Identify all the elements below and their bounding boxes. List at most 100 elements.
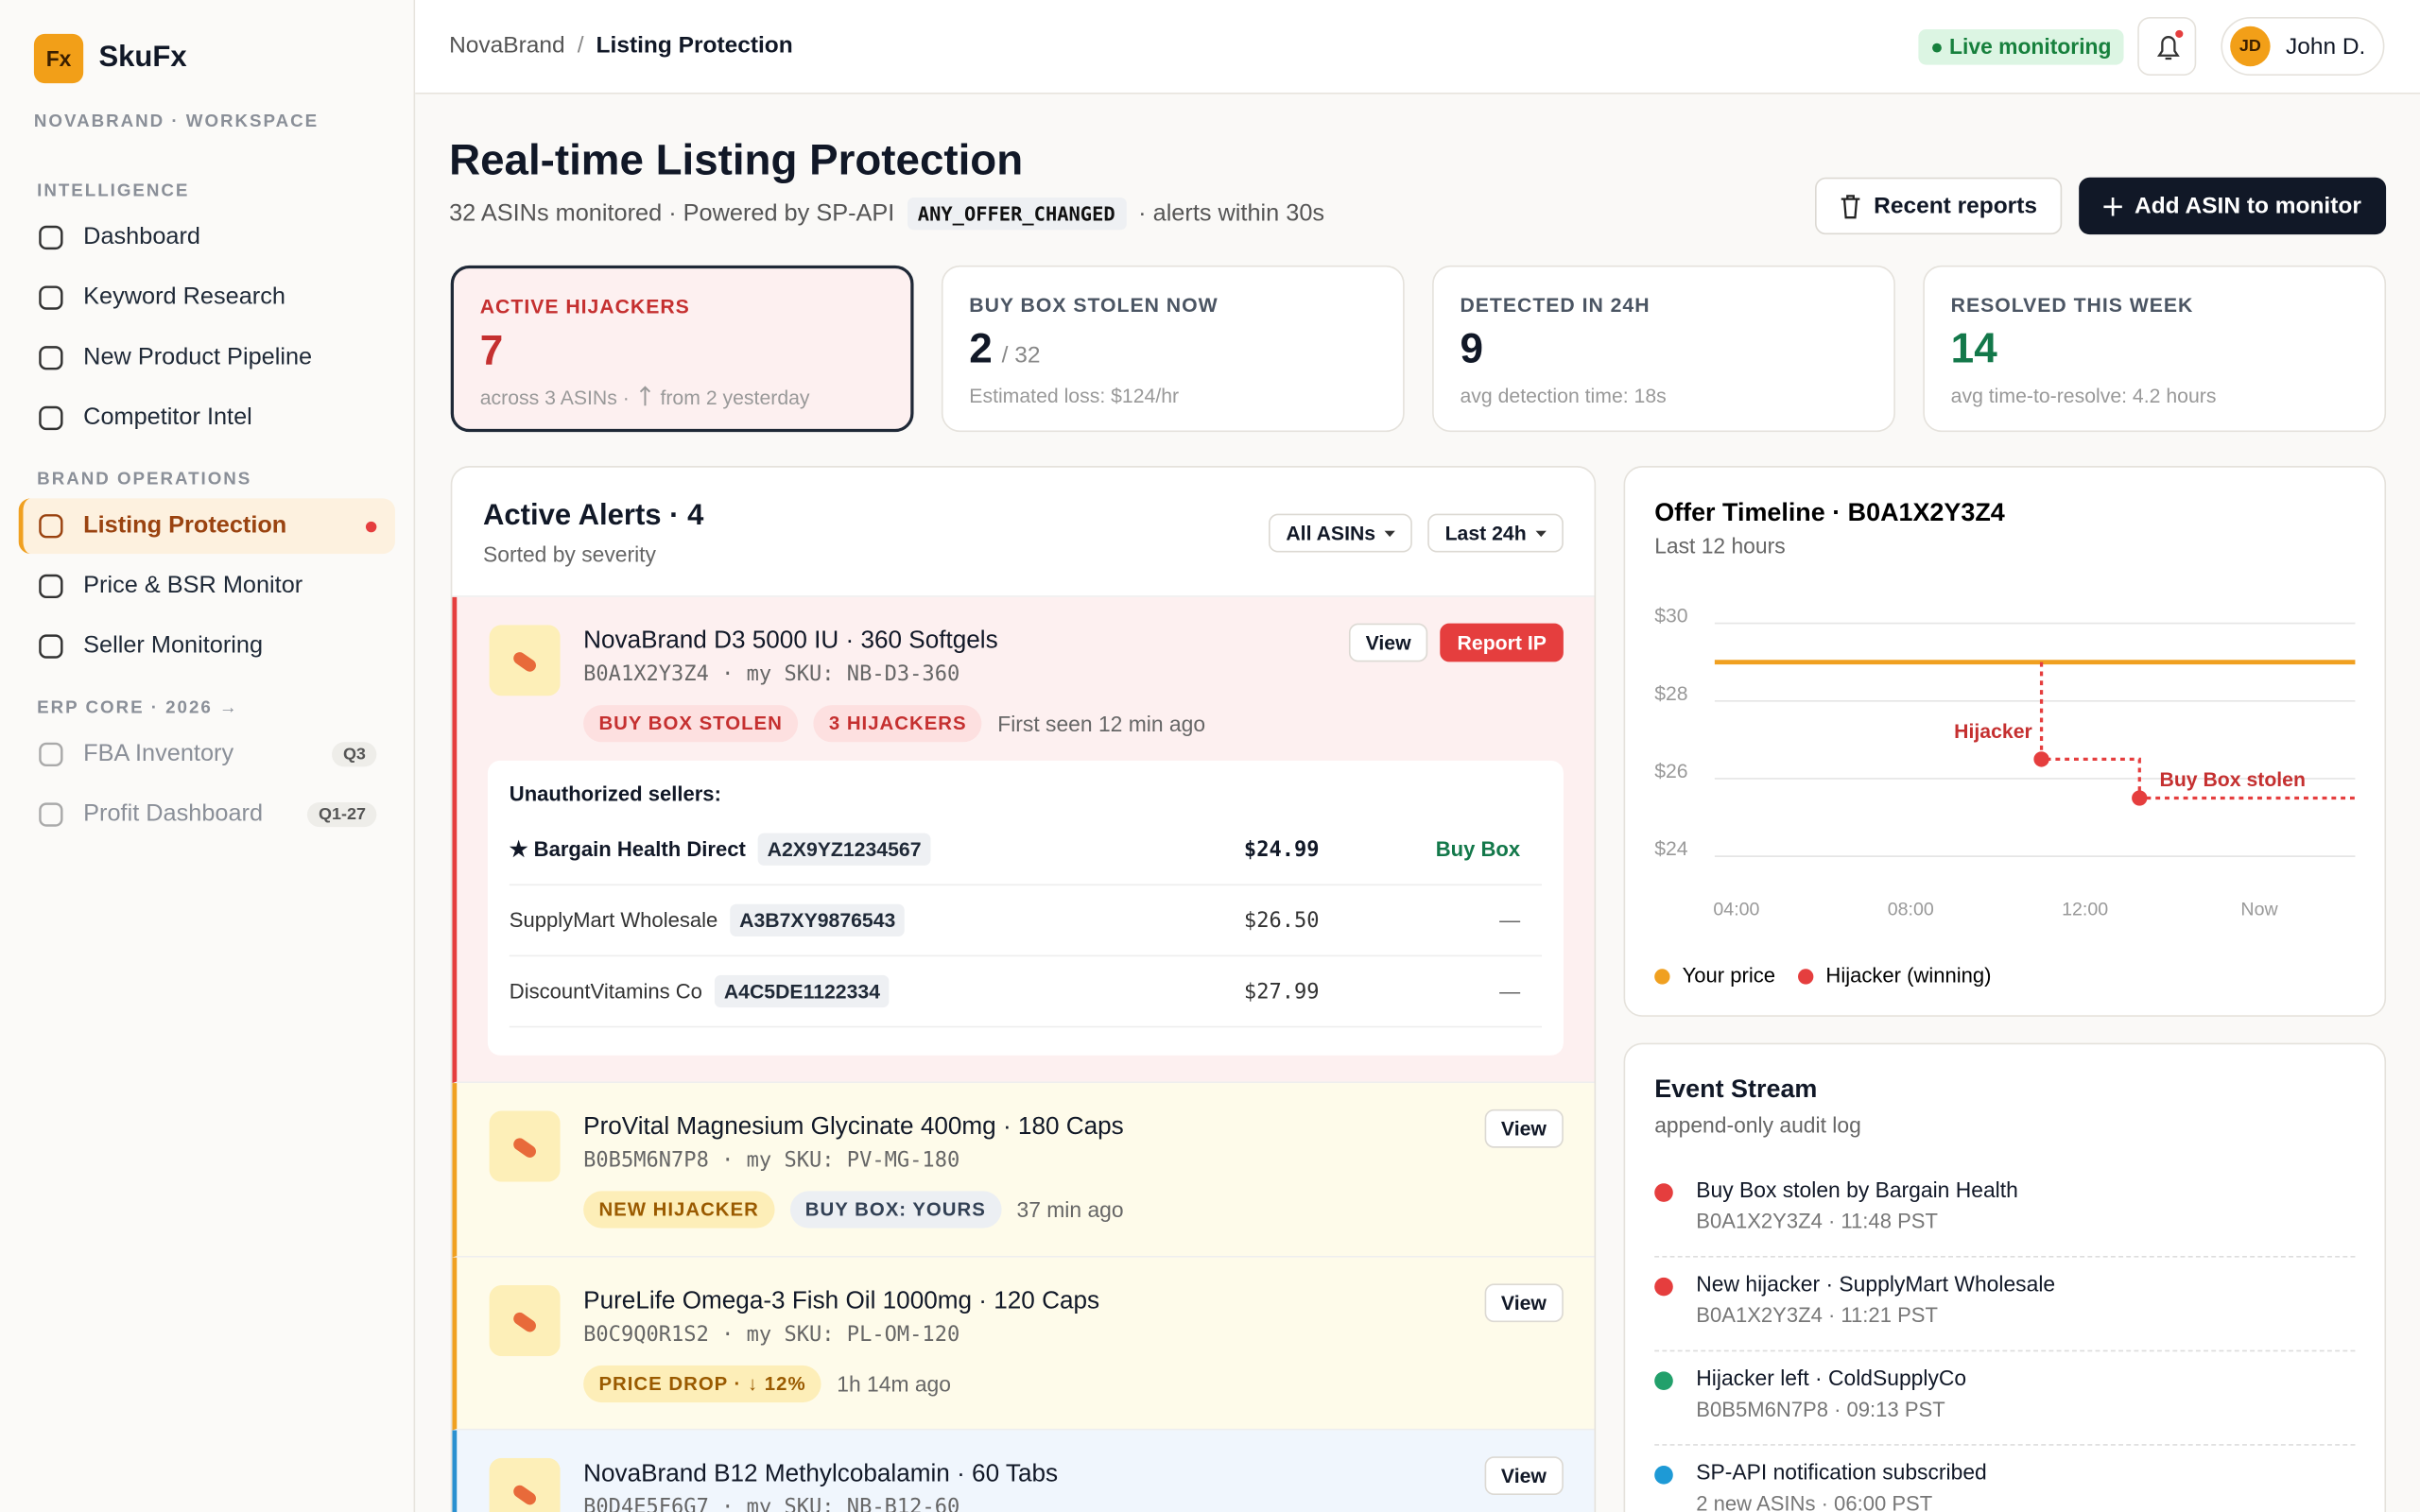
user-menu[interactable]: JD John D. [2221,16,2385,76]
point [2033,751,2049,767]
chart-title: Offer Timeline · B0A1X2Y3Z4 [1654,498,2005,526]
product-name: PureLife Omega-3 Fish Oil 1000mg · 120 C… [583,1288,1100,1315]
seller-id: A3B7XY9876543 [730,903,906,937]
nav-icon [39,514,63,539]
nav-icon [39,346,63,370]
tags: PRICE DROP · ↓ 12% 1h 14m ago [583,1365,951,1403]
point [2132,790,2148,806]
nav-icon [39,634,63,659]
alert: PureLife Omega-3 Fish Oil 1000mg · 120 C… [452,1257,1595,1431]
crumb[interactable]: NovaBrand [449,32,565,60]
product-meta: B0B5M6N7P8 · my SKU: PV-MG-180 [583,1147,960,1173]
alert: ProVital Magnesium Glycinate 400mg · 180… [452,1083,1595,1258]
nav-label: Dashboard [83,223,200,250]
user-name: John D. [2285,33,2366,60]
seller-status: — [1499,908,1521,933]
product-meta: B0C9Q0R1S2 · my SKU: PL-OM-120 [583,1322,960,1348]
x-tick-label: 08:00 [1888,899,1934,919]
event: Hijacker left · ColdSupplyCo B0B5M6N7P8 ·… [1654,1353,2356,1446]
action-button[interactable]: View [1348,623,1428,662]
stat-card: RESOLVED THIS WEEK 14 avg time-to-resolve:… [1923,265,2387,433]
bell[interactable] [2137,16,2197,76]
nav-item[interactable]: Listing Protection [18,498,395,555]
stat-value-row: 7 [480,327,504,375]
nav-item[interactable]: New Product Pipeline [19,330,395,386]
stat-note: Estimated loss: $124/hr [969,385,1179,407]
stat-note-text: avg time-to-resolve: 4.2 hours [1950,384,2217,408]
product-name: NovaBrand D3 5000 IU · 360 Softgels [583,627,998,655]
button-label: Add ASIN to monitor [2135,193,2361,219]
events-card: Event Stream append-only audit log Buy B… [1623,1042,2387,1512]
seller-row: SupplyMart Wholesale A3B7XY9876543 $26.50 — [509,885,1543,957]
stat-value: 9 [1460,325,1484,372]
action-button[interactable]: Report IP [1440,623,1564,662]
nav-item[interactable]: Profit Dashboard Q1-27 [19,787,395,843]
filter[interactable]: Last 24h [1427,513,1564,553]
nav-icon [39,742,63,767]
nav-icon [39,285,63,310]
page-title: Real-time Listing Protection [449,135,1024,184]
product-icon [489,625,561,696]
legend-swatch [1654,969,1670,985]
tag: BUY BOX: YOURS [789,1191,1002,1228]
actions: View [1472,1283,1564,1323]
button[interactable]: Recent reports [1814,177,2063,235]
filters: All ASINs Last 24h [1269,513,1564,553]
stat-card: DETECTED IN 24H 9 avg detection time: 18s [1432,265,1895,433]
action-button[interactable]: View [1483,1283,1564,1323]
product-meta: B0D4E5F6G7 · my SKU: NB-B12-60 [583,1495,960,1512]
topbar: NovaBrand / Listing Protection Live moni… [415,0,2420,94]
stat-value: 2 [969,325,993,372]
seller-id: A4C5DE1122334 [715,974,890,1008]
stat-note: across 3 ASINs · from 2 yesterday [480,386,810,408]
subtitle-end: · alerts within 30s [1138,199,1325,227]
stat-value: 14 [1950,325,1997,372]
stat-suffix: / 32 [1001,342,1041,369]
events-subtitle: append-only audit log [1654,1112,1861,1138]
subtitle: 32 ASINs monitored · Powered by SP-API [449,199,895,227]
nav-section: INTELLIGENCE [37,181,190,201]
nav-badge: Q3 [332,742,377,767]
filter-label: Last 24h [1444,521,1527,545]
y-tick-label: $26 [1654,761,1687,782]
seller-status: Buy Box [1435,837,1521,862]
event-meta: 2 new ASINs · 06:00 PST [1696,1491,1933,1512]
icon-pill [513,1312,536,1332]
product-icon [489,1110,561,1182]
icon-shape [39,285,63,310]
annotation: Hijacker [1954,721,2032,743]
nav-label: Competitor Intel [83,404,252,431]
nav-item[interactable]: Seller Monitoring [19,619,395,675]
annotation: Buy Box stolen [2159,769,2305,791]
avatar: JD [2230,26,2271,67]
x-tick-label: Now [2240,899,2278,919]
product-name: NovaBrand B12 Methylcobalamin · 60 Tabs [583,1461,1059,1487]
icon-shape [39,574,63,599]
filter[interactable]: All ASINs [1269,513,1413,553]
seller-row: DiscountVitamins Co A4C5DE1122334 $27.99 — [509,956,1543,1028]
nav-item[interactable]: Price & BSR Monitor [19,558,395,614]
button[interactable]: Add ASIN to monitor [2079,177,2387,235]
event-meta: B0A1X2Y3Z4 · 11:21 PST [1696,1303,1938,1328]
stat-note-text: avg detection time: 18s [1460,384,1667,408]
nav-item[interactable]: FBA Inventory Q3 [19,727,395,782]
nav-label: Keyword Research [83,284,285,311]
action-button[interactable]: View [1483,1108,1564,1148]
event: Buy Box stolen by Bargain Health B0A1X2Y3… [1654,1165,2356,1258]
nav-dot [365,521,377,532]
icon-shape [39,514,63,539]
stat-card: ACTIVE HIJACKERS 7 across 3 ASINs · from 2 … [450,265,914,433]
nav-item[interactable]: Keyword Research [19,270,395,326]
events-title: Event Stream [1654,1074,1818,1104]
tags: NEW HIJACKER BUY BOX: YOURS 37 min ago [583,1191,1124,1228]
sellers-title: Unauthorized sellers: [509,782,721,806]
arrow [639,386,650,406]
icon-shape [39,742,63,767]
nav-label: Seller Monitoring [83,632,264,660]
action-button[interactable]: View [1483,1456,1564,1496]
nav-item[interactable]: Dashboard [19,210,395,266]
nav-badge: Q1-27 [307,801,377,828]
nav-label: Listing Protection [83,512,287,539]
nav-item[interactable]: Competitor Intel [19,390,395,446]
nav-label: Price & BSR Monitor [83,572,303,599]
